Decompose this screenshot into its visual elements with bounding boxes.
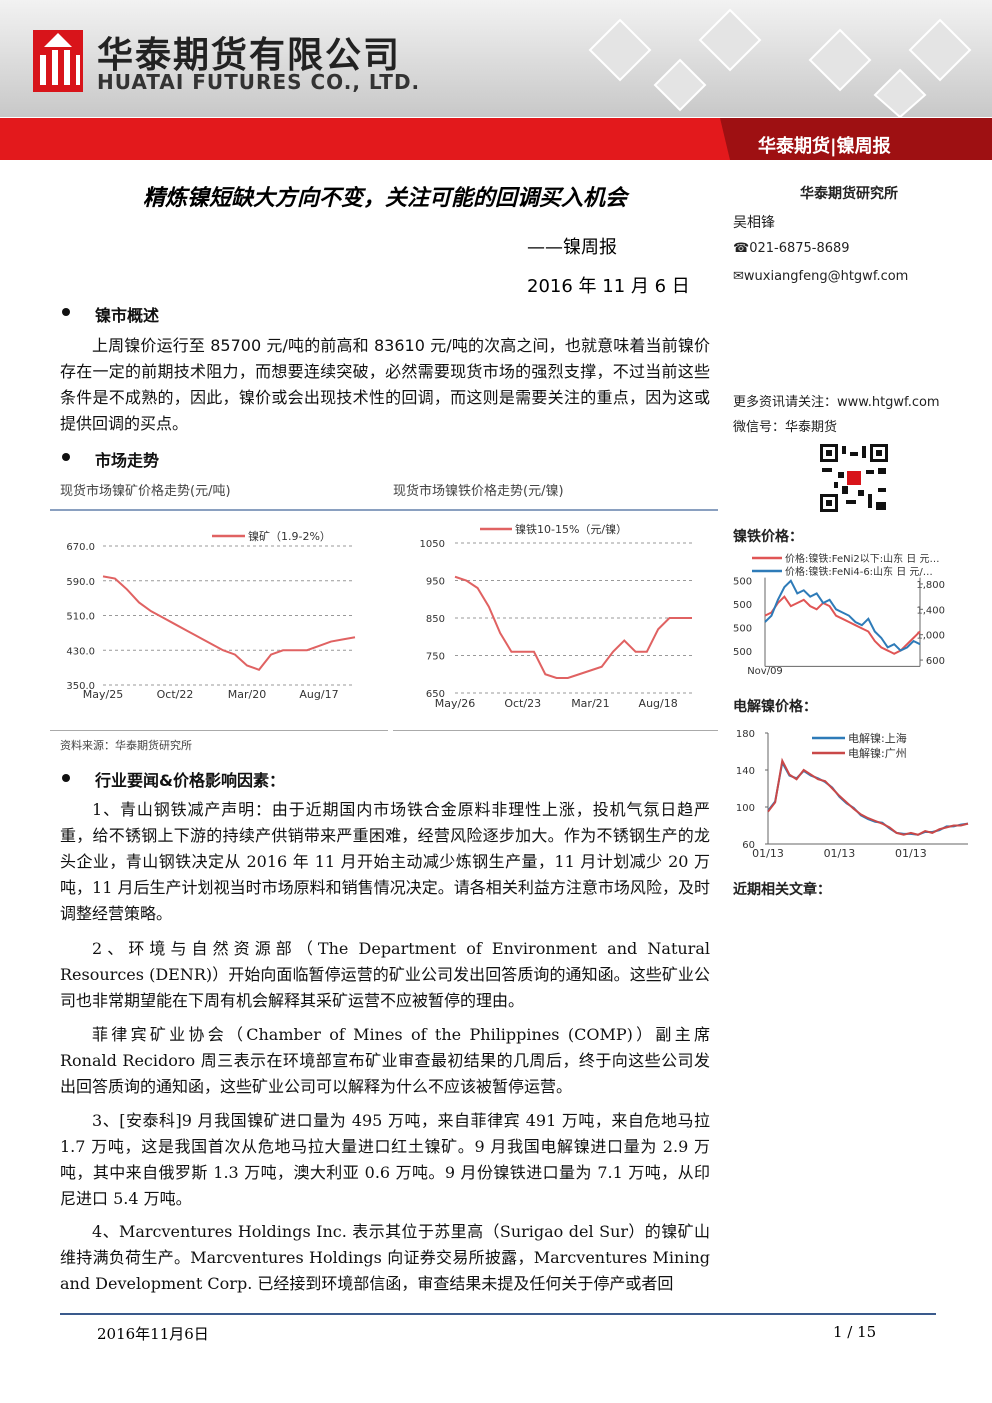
rule <box>50 509 718 511</box>
paragraph: 菲律宾矿业协会（Chamber of Mines of the Philippi… <box>60 1025 710 1096</box>
y-tick-label: 590.0 <box>66 577 95 588</box>
series-line <box>764 579 921 652</box>
page-number: 1 / 15 <box>833 1323 877 1341</box>
y-tick-label: 500 <box>733 647 752 658</box>
y-tick-label: 500 <box>733 577 752 588</box>
legend-label: 电解镍:广州 <box>848 746 907 760</box>
paragraph: 2、环境与自然资源部（The Department of Environment… <box>60 939 710 1010</box>
chart-title: 电解镍价格： <box>733 699 817 715</box>
y-tick-label: 60 <box>742 840 755 851</box>
more-info: 更多资讯请关注：www.htgwf.com <box>733 395 940 410</box>
x-tick-label: 01/13 <box>895 847 927 860</box>
date: 2016 年 11 月 6 日 <box>527 276 690 297</box>
qr-code <box>818 442 890 514</box>
bullet <box>62 453 70 461</box>
x-tick-label: Aug/17 <box>299 688 338 701</box>
series-line <box>767 757 969 836</box>
heading: 市场走势 <box>95 451 160 470</box>
bullet <box>62 774 70 782</box>
banner: 华泰期货|镍周报 <box>758 136 891 157</box>
bullet <box>62 308 70 316</box>
y-tick-label: 950 <box>426 577 445 588</box>
chart-title: 现货市场镍铁价格走势(元/镍) <box>393 484 564 499</box>
chart: 650 750 850 950 1050 May/26 Oct/23 Mar/21 Aug/18… <box>420 522 692 710</box>
chart-title: 现货市场镍矿价格走势(元/吨) <box>60 484 231 499</box>
footer-rule <box>60 1313 936 1315</box>
company-en: HUATAI FUTURES CO., LTD. <box>97 70 421 94</box>
y-tick-label: 650 <box>426 689 445 700</box>
y2-tick-label: 600 <box>926 656 945 667</box>
legend-label: 价格:镍铁:FeNi4-6:山东 日 元/… <box>785 565 933 578</box>
y2-tick-label: 1,000 <box>916 631 945 642</box>
paragraph: 3、[安泰科]9 月我国镍矿进口量为 495 万吨，来自菲律宾 491 万吨，来… <box>60 1111 710 1208</box>
analyst: 吴相锋 <box>733 215 775 231</box>
x-tick-label: Mar/21 <box>571 697 609 710</box>
y-tick-label: 100 <box>736 803 755 814</box>
x-tick-label: May/26 <box>435 697 475 710</box>
x-tick-label: 01/13 <box>824 847 856 860</box>
x-tick-label: Nov/09 <box>747 666 783 677</box>
chart: 350.0 430.0 510.0 590.0 670.0 May/25 Oct/22 Mar… <box>66 529 356 701</box>
heading: 镍市概述 <box>95 306 160 325</box>
legend-label: 镍铁10-15%（元/镍） <box>515 522 627 536</box>
y-tick-label: 180 <box>736 729 755 740</box>
y-tick-label: 500 <box>733 600 752 611</box>
x-tick-label: Oct/22 <box>157 688 194 701</box>
chart: 600 1,000 1,400 1,800 500 500 500 500 Nov/09 价格:镍… <box>733 552 945 677</box>
x-tick-label: Mar/20 <box>228 688 266 701</box>
y-tick-label: 140 <box>736 766 755 777</box>
rule <box>393 730 718 731</box>
x-tick-label: Oct/23 <box>504 697 541 710</box>
x-tick-label: May/25 <box>83 688 123 701</box>
paragraph: 1、青山钢铁减产声明：由于近期国内市场铁合金原料非理性上涨，投机气氛日趋严重，给… <box>60 800 710 923</box>
paragraph: 4、Marcventures Holdings Inc. 表示其位于苏里高（Su… <box>60 1222 710 1293</box>
footer-date: 2016年11月6日 <box>97 1325 209 1343</box>
series-line <box>767 759 969 836</box>
email: ✉wuxiangfeng@htgwf.com <box>733 269 909 284</box>
legend-label: 电解镍:上海 <box>848 731 907 745</box>
phone: ☎021-6875-8689 <box>733 241 850 256</box>
title: 精炼镍短缺大方向不变，关注可能的回调买入机会 <box>142 185 627 211</box>
y2-tick-label: 1,400 <box>916 605 945 616</box>
y-tick-label: 670.0 <box>66 542 95 553</box>
chart-title: 镍铁价格： <box>733 529 803 545</box>
y-tick-label: 750 <box>426 652 445 663</box>
company-cn: 华泰期货有限公司 <box>97 35 402 76</box>
y-tick-label: 510.0 <box>66 612 95 623</box>
y-tick-label: 500 <box>733 623 752 634</box>
subtitle: ——镍周报 <box>527 237 617 258</box>
series-line <box>764 595 921 655</box>
wechat: 微信号：华泰期货 <box>733 420 838 435</box>
series-line <box>454 575 692 679</box>
paragraph: 上周镍价运行至 85700 元/吨的前高和 83610 元/吨的次高之间，也就意… <box>60 336 710 433</box>
legend-label: 价格:镍铁:FeNi2以下:山东 日 元… <box>785 552 939 565</box>
y-tick-label: 350.0 <box>66 681 95 692</box>
heading: 行业要闻&价格影响因素： <box>95 771 285 790</box>
y2-tick-label: 1,800 <box>916 580 945 591</box>
source: 资料来源：华泰期货研究所 <box>60 739 192 752</box>
y-tick-label: 430.0 <box>66 646 95 657</box>
x-tick-label: 01/13 <box>752 847 784 860</box>
x-tick-label: Aug/18 <box>639 697 678 710</box>
related: 近期相关文章： <box>733 882 831 898</box>
rule <box>50 730 388 731</box>
institute: 华泰期货研究所 <box>800 186 898 202</box>
series-line <box>102 575 356 671</box>
header-bg <box>0 0 992 160</box>
legend-label: 镍矿（1.9-2%） <box>248 529 331 543</box>
y-tick-label: 1050 <box>420 539 445 550</box>
y-tick-label: 850 <box>426 614 445 625</box>
